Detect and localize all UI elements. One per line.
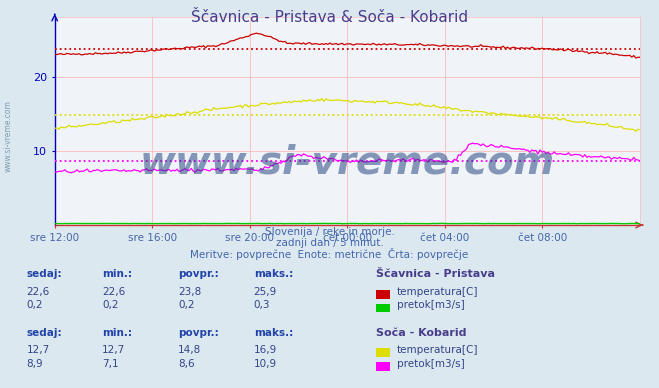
Text: 22,6: 22,6	[102, 287, 125, 297]
Text: temperatura[C]: temperatura[C]	[397, 287, 478, 297]
Text: Ščavnica - Pristava: Ščavnica - Pristava	[376, 269, 495, 279]
Text: 10,9: 10,9	[254, 359, 277, 369]
Text: 7,1: 7,1	[102, 359, 119, 369]
Text: 16,9: 16,9	[254, 345, 277, 355]
Text: 8,9: 8,9	[26, 359, 43, 369]
Text: Slovenija / reke in morje.: Slovenija / reke in morje.	[264, 227, 395, 237]
Text: Soča - Kobarid: Soča - Kobarid	[376, 327, 466, 338]
Text: maks.:: maks.:	[254, 327, 293, 338]
Text: maks.:: maks.:	[254, 269, 293, 279]
Text: sedaj:: sedaj:	[26, 269, 62, 279]
Text: povpr.:: povpr.:	[178, 327, 219, 338]
Text: 0,3: 0,3	[254, 300, 270, 310]
Text: sedaj:: sedaj:	[26, 327, 62, 338]
Text: 22,6: 22,6	[26, 287, 49, 297]
Text: pretok[m3/s]: pretok[m3/s]	[397, 300, 465, 310]
Text: www.si-vreme.com: www.si-vreme.com	[140, 144, 555, 182]
Text: min.:: min.:	[102, 327, 132, 338]
Text: 14,8: 14,8	[178, 345, 201, 355]
Text: 8,6: 8,6	[178, 359, 194, 369]
Text: min.:: min.:	[102, 269, 132, 279]
Text: Ščavnica - Pristava & Soča - Kobarid: Ščavnica - Pristava & Soča - Kobarid	[191, 10, 468, 25]
Text: 0,2: 0,2	[178, 300, 194, 310]
Text: temperatura[C]: temperatura[C]	[397, 345, 478, 355]
Text: zadnji dan / 5 minut.: zadnji dan / 5 minut.	[275, 238, 384, 248]
Text: 0,2: 0,2	[102, 300, 119, 310]
Text: Meritve: povprečne  Enote: metrične  Črta: povprečje: Meritve: povprečne Enote: metrične Črta:…	[190, 248, 469, 260]
Text: www.si-vreme.com: www.si-vreme.com	[3, 100, 13, 172]
Text: povpr.:: povpr.:	[178, 269, 219, 279]
Text: 0,2: 0,2	[26, 300, 43, 310]
Text: 12,7: 12,7	[102, 345, 125, 355]
Text: 25,9: 25,9	[254, 287, 277, 297]
Text: 12,7: 12,7	[26, 345, 49, 355]
Text: pretok[m3/s]: pretok[m3/s]	[397, 359, 465, 369]
Text: 23,8: 23,8	[178, 287, 201, 297]
